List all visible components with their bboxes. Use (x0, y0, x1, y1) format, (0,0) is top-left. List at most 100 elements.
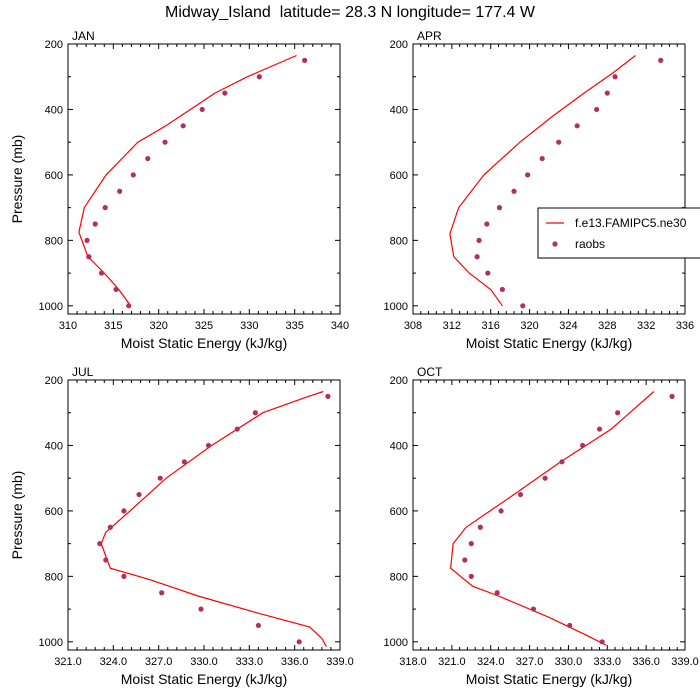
raobs-point (198, 606, 204, 612)
x-tick-label: 333.0 (236, 656, 264, 668)
x-tick-label: 320 (149, 320, 167, 332)
y-tick-label: 1000 (39, 637, 63, 649)
plot-frame (67, 379, 341, 651)
x-tick-label: 332 (637, 320, 655, 332)
raobs-point (145, 155, 151, 162)
figure-title: Midway_Island latitude= 28.3 N longitude… (164, 4, 535, 21)
raobs-point (92, 221, 98, 227)
raobs-point (594, 106, 600, 113)
y-tick-label: 400 (45, 440, 63, 452)
x-tick-label: 333.0 (594, 656, 622, 668)
x-tick-label: 339.0 (671, 656, 699, 668)
raobs-point (542, 475, 548, 481)
x-tick-label: 316 (482, 320, 500, 332)
y-tick-label: 600 (45, 506, 63, 518)
x-tick-label: 336.0 (632, 656, 660, 668)
x-tick-label: 324 (559, 320, 577, 332)
raobs-point (205, 442, 212, 449)
x-tick-label: 336 (676, 320, 694, 332)
raobs-point (477, 524, 483, 530)
panel-label: JUL (72, 365, 94, 379)
panel-label: APR (417, 29, 442, 43)
x-tick-label: 308 (404, 320, 422, 332)
y-tick-label: 800 (390, 571, 408, 583)
raobs-point (556, 139, 562, 145)
raobs-point (234, 426, 240, 432)
raobs-point (325, 393, 331, 399)
raobs-point (539, 155, 545, 162)
raobs-point (302, 57, 308, 63)
x-axis-label: Moist Static Energy (kJ/kg) (466, 335, 633, 351)
x-tick-label: 315 (104, 320, 122, 332)
raobs-point (474, 254, 480, 260)
raobs-point (468, 573, 474, 579)
raobs-point (499, 286, 505, 293)
raobs-point (97, 541, 103, 547)
raobs-point (496, 205, 503, 211)
x-tick-label: 335 (285, 320, 303, 332)
y-tick-label: 400 (390, 104, 408, 116)
x-tick-label: 312 (443, 320, 461, 332)
y-tick-label: 200 (390, 375, 408, 387)
x-tick-label: 324.0 (100, 656, 128, 668)
raobs-point (567, 622, 573, 629)
raobs-point (113, 286, 119, 293)
y-tick-label: 1000 (384, 637, 408, 649)
y-axis-label: Pressure (mb) (9, 471, 25, 560)
raobs-point (136, 491, 142, 498)
x-tick-label: 318.0 (399, 656, 427, 668)
y-tick-label: 600 (390, 506, 408, 518)
x-tick-label: 336.0 (281, 656, 309, 668)
x-tick-label: 330.0 (555, 656, 583, 668)
y-tick-label: 800 (45, 235, 63, 247)
raobs-point (596, 426, 603, 432)
raobs-point (520, 303, 526, 309)
raobs-point (530, 606, 537, 612)
raobs-point (484, 221, 490, 227)
raobs-point (517, 491, 524, 498)
raobs-point (604, 90, 610, 96)
raobs-point (98, 270, 105, 276)
x-tick-label: 321.0 (438, 656, 466, 668)
model-series-line (100, 390, 327, 647)
raobs-point (256, 74, 262, 80)
raobs-point (102, 205, 108, 211)
raobs-point (103, 557, 109, 563)
raobs-point (157, 475, 163, 481)
raobs-point (107, 524, 113, 530)
raobs-point (222, 90, 228, 96)
x-tick-label: 325 (195, 320, 213, 332)
raobs-point (498, 508, 504, 514)
raobs-point (525, 172, 531, 178)
x-tick-label: 310 (59, 320, 77, 332)
raobs-point (574, 123, 580, 129)
y-tick-label: 200 (390, 39, 408, 51)
x-tick-label: 321.0 (54, 656, 82, 668)
raobs-point (612, 74, 618, 80)
y-tick-label: 400 (390, 440, 408, 452)
plot-frame (412, 379, 686, 651)
x-axis-label: Moist Static Energy (kJ/kg) (121, 671, 288, 687)
raobs-point (181, 459, 187, 465)
y-tick-label: 1000 (384, 301, 408, 313)
y-tick-label: 600 (390, 170, 408, 182)
raobs-point (658, 57, 664, 63)
x-tick-label: 320 (520, 320, 538, 332)
x-tick-label: 327.0 (516, 656, 544, 668)
raobs-point (476, 237, 482, 243)
legend-entry-model: f.e13.FAMIPC5.ne30 (575, 216, 687, 230)
y-axis-label: Pressure (mb) (9, 135, 25, 224)
raobs-point (580, 442, 586, 449)
panel-jul: 321.0 324.0 327.0 330.0 333.0 336.0 339.0 200 40… (9, 365, 354, 687)
panel-jan: 310 315 320 325 330 335 340 200 400 600 800 1000 JAN… (9, 29, 349, 351)
raobs-point (296, 639, 302, 645)
raobs-point (615, 410, 621, 416)
raobs-point (121, 508, 127, 514)
x-tick-label: 339.0 (326, 656, 354, 668)
x-tick-label: 328 (598, 320, 616, 332)
x-tick-label: 330.0 (190, 656, 218, 668)
raobs-point (86, 254, 92, 260)
raobs-point (559, 459, 565, 465)
y-tick-label: 800 (390, 235, 408, 247)
